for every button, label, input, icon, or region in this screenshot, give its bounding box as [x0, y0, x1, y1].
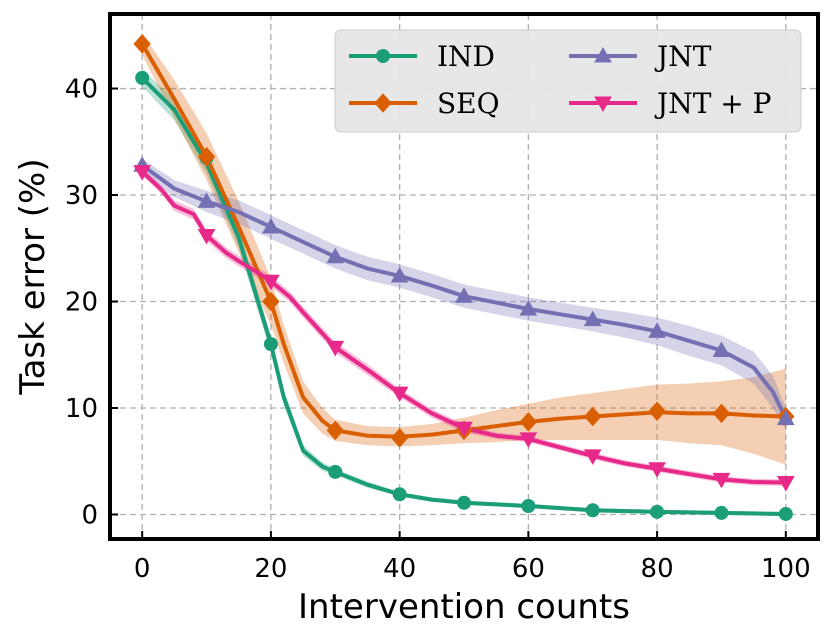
legend-label-seq: SEQ: [437, 87, 500, 120]
marker-jnt-p: [776, 476, 795, 492]
marker-jnt: [776, 409, 795, 426]
x-tick-label: 60: [512, 554, 545, 584]
marker-jnt-p: [197, 229, 216, 245]
marker-seq: [390, 428, 409, 448]
plot-frame: [108, 12, 820, 541]
marker-jnt: [326, 247, 345, 264]
marker-seq: [197, 146, 216, 167]
marker-ind: [521, 498, 536, 513]
legend-label-jnt-p: JNT + P: [654, 87, 772, 120]
marker-jnt-p: [583, 449, 602, 465]
x-tick-label: 0: [134, 554, 151, 584]
x-tick-label: 80: [641, 554, 674, 584]
marker-jnt: [648, 322, 666, 338]
marker-jnt: [262, 217, 280, 234]
marker-jnt: [197, 192, 216, 208]
marker-ind: [135, 70, 150, 85]
series-markers: [133, 34, 795, 521]
y-axis-label: Task error (%): [13, 158, 53, 395]
marker-jnt: [712, 341, 731, 358]
marker-ind: [457, 495, 471, 510]
marker-seq: [584, 406, 602, 427]
marker-ind: [328, 464, 343, 479]
legend-label-jnt: JNT: [654, 40, 712, 73]
x-tick-label: 20: [254, 554, 287, 584]
marker-ind: [714, 505, 729, 520]
legend-marker-jnt-p: [594, 96, 612, 113]
legend: IND SEQ JNT JNT + P: [334, 29, 802, 133]
legend-marker-jnt: [594, 46, 612, 63]
marker-jnt-p: [326, 340, 345, 357]
marker-ind: [778, 506, 793, 521]
marker-seq: [326, 420, 344, 441]
marker-jnt-p: [455, 421, 473, 438]
marker-ind: [585, 503, 600, 518]
marker-jnt: [583, 310, 602, 327]
marker-seq: [519, 412, 538, 432]
y-tick-label: 40: [65, 75, 98, 105]
tick-labels: 0 20 40 60 80 100 0 10 20 30 40: [65, 75, 811, 584]
x-tick-label: 40: [383, 554, 416, 584]
marker-seq: [648, 401, 666, 421]
y-tick-label: 0: [81, 501, 98, 531]
marker-jnt-p: [133, 165, 152, 181]
y-tick-label: 10: [65, 394, 98, 424]
marker-jnt: [390, 266, 409, 283]
marker-ind: [650, 504, 665, 519]
x-axis-label: Intervention counts: [298, 587, 630, 627]
marker-jnt-p: [390, 386, 409, 403]
marker-jnt-p: [262, 274, 280, 291]
legend-marker-ind: [376, 49, 390, 63]
marker-seq: [712, 403, 731, 424]
marker-jnt: [519, 299, 538, 316]
marker-seq: [133, 34, 151, 54]
line-jnt: [140, 163, 788, 421]
marker-ind: [263, 337, 278, 352]
legend-box: [334, 29, 802, 133]
marker-jnt-p: [648, 462, 666, 478]
line-seq: [140, 41, 788, 439]
marker-jnt: [455, 287, 473, 303]
line-jnt-p: [140, 169, 788, 485]
marker-ind: [392, 487, 407, 502]
legend-label-ind: IND: [437, 40, 495, 73]
marker-jnt-p: [712, 472, 731, 489]
y-tick-label: 20: [65, 288, 98, 318]
marker-jnt-p: [519, 432, 538, 448]
legend-marker-seq: [374, 93, 392, 113]
y-tick-label: 30: [65, 181, 98, 211]
x-tick-label: 100: [761, 554, 811, 584]
marker-seq: [262, 291, 280, 312]
